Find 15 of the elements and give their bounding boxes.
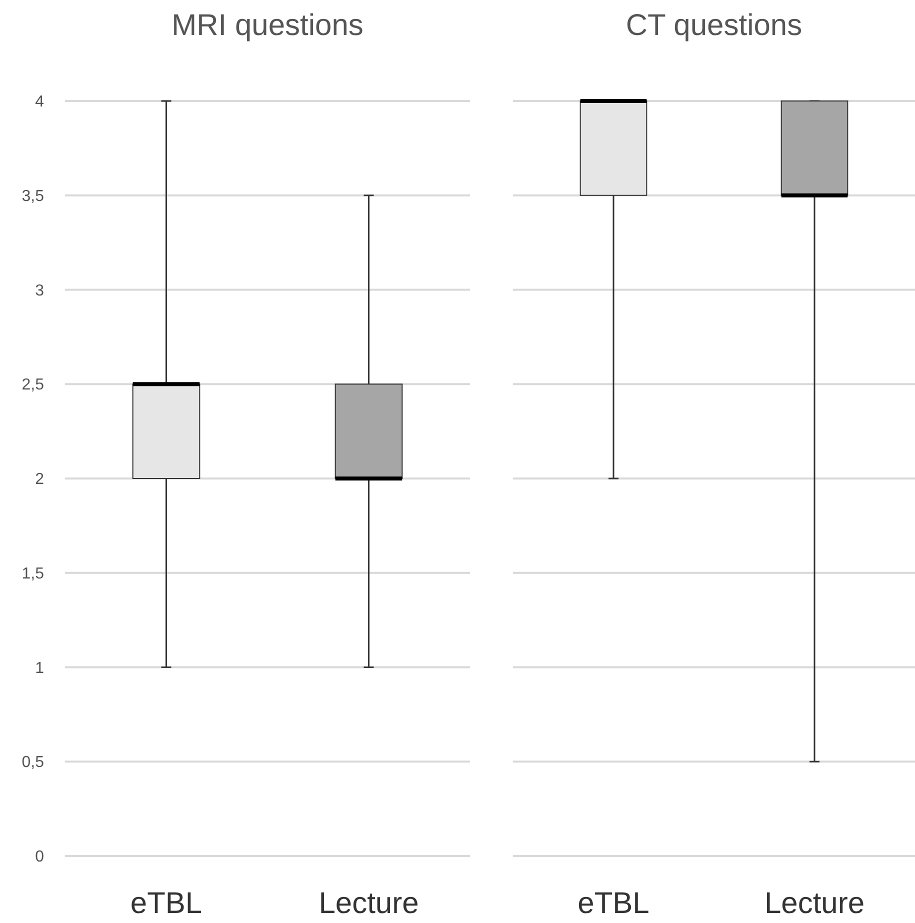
x-tick-label: Lecture <box>318 887 419 920</box>
y-tick-label: 2,5 <box>22 376 44 394</box>
x-tick-label: eTBL <box>578 887 650 920</box>
y-tick-label: 1,5 <box>22 565 44 582</box>
x-tick-label: eTBL <box>130 887 202 920</box>
y-tick-label: 2 <box>35 471 44 488</box>
y-tick-label: 3 <box>35 282 44 300</box>
y-tick-label: 1 <box>35 660 44 677</box>
y-tick-label: 0 <box>35 848 44 866</box>
y-tick-label: 0,5 <box>22 754 44 772</box>
y-tick-label: 3,5 <box>22 188 44 205</box>
chart-title: CT questions <box>626 9 802 42</box>
y-tick-label: 4 <box>35 94 44 111</box>
x-tick-label: Lecture <box>764 887 865 920</box>
chart-title: MRI questions <box>172 9 364 42</box>
